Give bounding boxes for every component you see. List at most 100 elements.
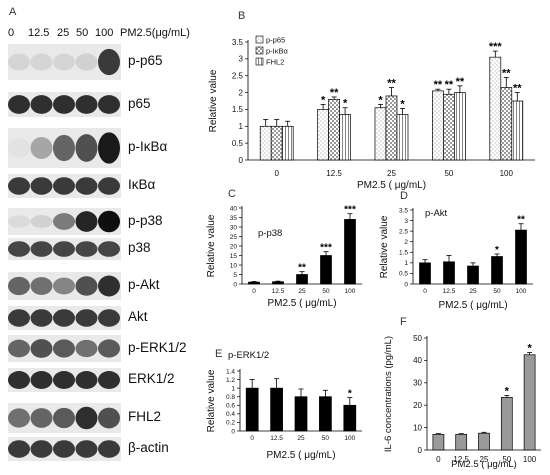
legend-label: p-p65: [266, 36, 285, 45]
blot-band: [53, 309, 75, 327]
x-axis-label: PM2.5 ( μg/mL): [438, 300, 507, 311]
blot-row-label: β-actin: [128, 440, 169, 455]
y-axis-label: Relative value: [206, 214, 217, 277]
significance-label: **: [434, 79, 443, 91]
blot-band: [8, 177, 30, 195]
blot-band: [98, 132, 120, 164]
bar: [270, 125, 283, 161]
x-tick-label: 0: [423, 288, 427, 295]
bar: [281, 125, 294, 161]
blot-row-label: p-Akt: [128, 277, 160, 292]
blot-band: [75, 134, 98, 162]
blot-row-label: p-ERK1/2: [128, 339, 187, 355]
panel-letter-d: D: [400, 190, 408, 202]
blot-band: [8, 95, 30, 114]
chart-title: p-ERK1/2: [228, 350, 269, 361]
significance-label: **: [513, 83, 522, 95]
x-tick-label: 12.5: [272, 288, 285, 295]
significance-label: *: [321, 94, 326, 106]
blot-band: [53, 95, 75, 114]
blot-band: [8, 408, 30, 428]
chart-title: p-Akt: [425, 208, 448, 219]
significance-label: *: [348, 389, 352, 400]
x-axis-label: PM2.5 ( μg/mL): [267, 298, 336, 309]
blot-row-label: Akt: [128, 309, 148, 324]
blot-band: [30, 95, 53, 114]
blot-band: [8, 53, 30, 71]
bar: [328, 98, 340, 161]
legend: p-p65 p-IκBα FHL2: [255, 36, 289, 67]
panel-letter-a: A: [9, 6, 17, 18]
significance-label: *: [505, 386, 510, 398]
blot-band: [53, 53, 75, 71]
blot-band: [30, 440, 53, 458]
bar: [245, 387, 259, 432]
blot-band: [98, 275, 120, 297]
y-tick-label: 1.5: [399, 250, 408, 257]
panel-letter-e: E: [215, 348, 223, 360]
blot-band: [30, 215, 53, 228]
blot-band: [53, 213, 75, 230]
x-axis-label: PM2.5 ( μg/mL): [357, 180, 426, 191]
blot-conc-12.5: 12.5: [28, 27, 50, 39]
chart-b-nfkb-signaling: 00.511.522.533.50 12.5 25 50 100* ********** *…: [208, 36, 535, 191]
x-tick-label: 0: [250, 435, 254, 442]
x-tick-label: 100: [500, 169, 514, 178]
chart-f-il6: 0 10 20 30 40 50 0 12.5 25 50 100 * * PM2.5 ( μg/mL) I…: [383, 334, 541, 470]
bar: [259, 125, 272, 161]
bar: [294, 396, 308, 432]
x-tick-label: 50: [493, 288, 501, 295]
x-tick-label: 25: [298, 288, 306, 295]
y-tick-label: 3.5: [399, 207, 408, 214]
significance-label: ***: [489, 41, 503, 53]
chart-d-p-akt: 00.511.522.533.50 12.5 25 50 100***PM2.5 ( μ…: [379, 207, 533, 311]
significance-label: **: [502, 67, 511, 79]
bar: [511, 100, 524, 161]
blot-band: [98, 177, 120, 195]
blot-row-label: p38: [128, 240, 151, 255]
y-tick-label: 0.5: [399, 271, 408, 278]
bar: [515, 229, 527, 285]
blot-band: [98, 48, 120, 76]
blot-strip: [8, 208, 121, 235]
bar: [343, 404, 357, 432]
blot-strip: [8, 403, 121, 433]
significance-label: **: [330, 87, 339, 99]
panel-letter-b: B: [238, 10, 246, 22]
legend-label: p-IκBα: [266, 47, 289, 56]
blot-strip: [8, 272, 121, 300]
significance-label: **: [445, 79, 454, 91]
blot-strip: [8, 128, 121, 168]
x-tick-label: 12.5: [453, 455, 469, 464]
blot-row-label: ERK1/2: [128, 371, 175, 386]
significance-label: ***: [344, 205, 356, 216]
bar: [500, 397, 513, 451]
blot-band: [8, 339, 30, 358]
significance-label: **: [298, 263, 306, 274]
blot-band: [75, 309, 98, 327]
blot-band: [30, 137, 53, 159]
significance-label: *: [495, 245, 499, 256]
blot-row-label: IκBα: [128, 177, 156, 192]
blot-band: [8, 309, 30, 327]
blot-band: [75, 371, 98, 389]
x-tick-label: 25: [387, 169, 396, 178]
bar: [454, 92, 466, 161]
blot-band: [30, 241, 53, 257]
x-tick-label: 100: [345, 288, 356, 295]
blot-band: [8, 276, 30, 296]
x-tick-label: 50: [322, 288, 330, 295]
blot-band: [75, 177, 98, 195]
y-tick-label: 0: [233, 281, 237, 288]
blot-band: [75, 95, 98, 114]
bar: [500, 87, 513, 161]
blot-band: [30, 177, 53, 195]
bar: [374, 107, 387, 161]
blot-band: [53, 440, 75, 458]
y-tick-label: 3: [239, 55, 244, 64]
blot-band: [75, 53, 98, 71]
blot-conc-50: 50: [76, 27, 89, 39]
blot-unit-label: PM2.5(μg/mL): [120, 27, 190, 39]
blot-band: [75, 339, 98, 358]
blot-band: [8, 371, 30, 389]
